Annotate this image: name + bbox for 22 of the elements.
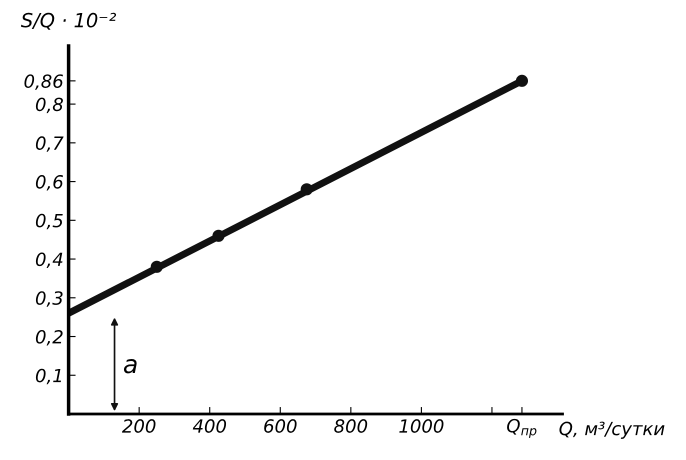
y-tick-label: 0,4 — [36, 252, 62, 268]
y-tick-label: 0,7 — [36, 136, 64, 152]
y-tick-label: 0,86 — [24, 74, 63, 90]
point — [150, 260, 163, 273]
y-tick-label: 0,1 — [36, 368, 62, 384]
x-tick-label: 800 — [334, 419, 368, 433]
x-tick-label: 200 — [122, 419, 156, 433]
y-tick-label: 0,3 — [36, 291, 63, 307]
y-axis-title: S/Q · 10⁻² — [20, 12, 116, 30]
x-tick-label: 1000 — [399, 419, 444, 433]
point — [212, 230, 225, 242]
annotation: a — [124, 359, 137, 374]
y-tick-label: 0,8 — [36, 98, 63, 114]
point — [300, 183, 313, 196]
y-tick-label: 0,6 — [36, 175, 63, 191]
y-tick-label: 0,2 — [36, 330, 63, 346]
x-tick-label: 600 — [264, 419, 297, 433]
x-axis-title: Q, м³/сутки — [559, 422, 664, 439]
x-tick-label: Q$_{пр}$ — [507, 418, 536, 438]
y-tick-label: 0,5 — [36, 214, 63, 230]
point — [516, 74, 528, 87]
x-tick-label: 400 — [192, 419, 226, 433]
